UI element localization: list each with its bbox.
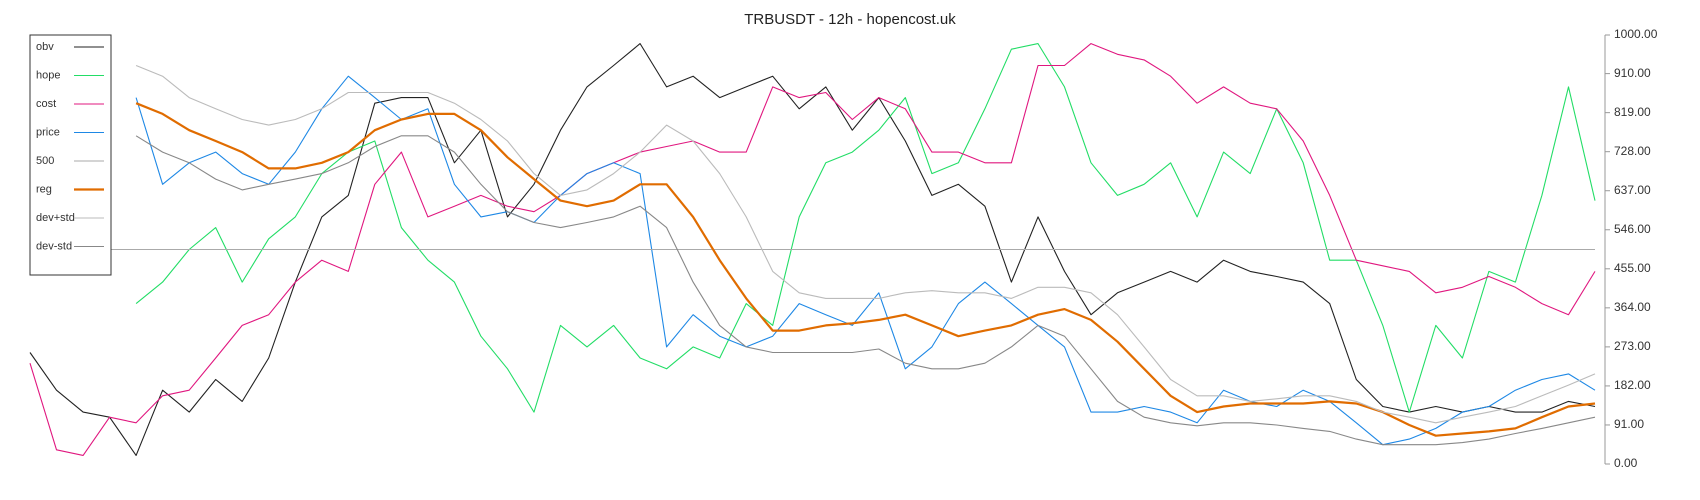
legend-label: hope <box>36 69 60 81</box>
y-tick-label: 910.00 <box>1614 66 1651 80</box>
series-line <box>29 43 1596 456</box>
y-tick-label: 637.00 <box>1614 183 1651 197</box>
legend-label: obv <box>36 41 54 53</box>
y-tick-label: 455.00 <box>1614 261 1651 275</box>
series-line <box>135 43 1596 413</box>
legend-label: 500 <box>36 155 54 167</box>
y-tick-label: 273.00 <box>1614 339 1651 353</box>
y-tick-label: 364.00 <box>1614 300 1651 314</box>
y-tick-label: 1000.00 <box>1614 27 1658 41</box>
y-tick-label: 728.00 <box>1614 144 1651 158</box>
series-line <box>135 135 1596 446</box>
series-line <box>29 43 1596 456</box>
chart-title: TRBUSDT - 12h - hopencost.uk <box>744 11 956 28</box>
legend-label: dev-std <box>36 240 72 252</box>
legend-label: cost <box>36 98 56 110</box>
y-tick-label: 0.00 <box>1614 456 1638 470</box>
series-line <box>135 102 1596 437</box>
legend-label: dev+std <box>36 212 75 224</box>
y-tick-label: 182.00 <box>1614 378 1651 392</box>
y-tick-label: 819.00 <box>1614 105 1651 119</box>
legend-label: reg <box>36 183 52 195</box>
legend-label: price <box>36 126 60 138</box>
legend: obv hope cost price 500 reg dev+std dev-std <box>29 34 112 276</box>
series-line <box>135 75 1596 446</box>
y-tick-label: 546.00 <box>1614 222 1651 236</box>
y-tick-label: 91.00 <box>1614 417 1644 431</box>
series-line <box>135 64 1596 424</box>
